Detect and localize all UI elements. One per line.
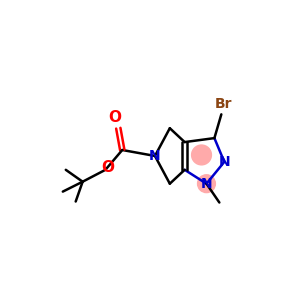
Text: N: N [149, 149, 161, 163]
Text: O: O [108, 110, 121, 125]
Text: N: N [218, 155, 230, 169]
Text: O: O [101, 160, 114, 175]
Text: Br: Br [214, 98, 232, 111]
Circle shape [192, 145, 212, 165]
Text: N: N [201, 177, 212, 191]
Circle shape [198, 175, 215, 193]
